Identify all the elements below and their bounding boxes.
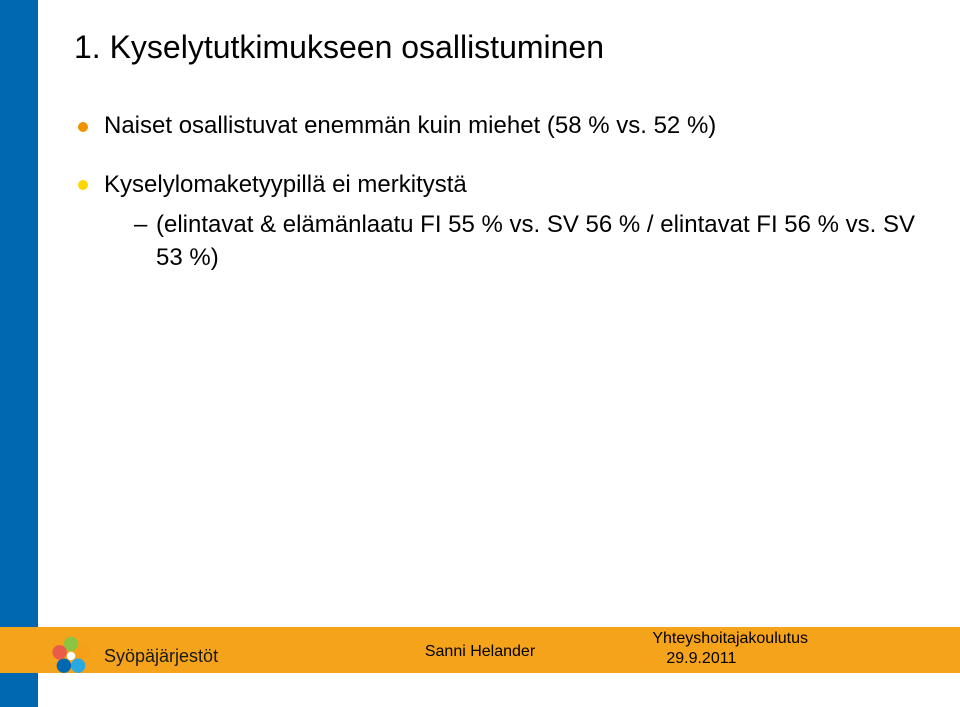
bullet-list: Naiset osallistuvat enemmän kuin miehet … bbox=[74, 110, 920, 274]
footer-center: Sanni Helander bbox=[0, 643, 960, 661]
bullet-item: Naiset osallistuvat enemmän kuin miehet … bbox=[74, 110, 920, 142]
footer-right: Yhteyshoitajakoulutus 29.9.2011 bbox=[652, 629, 808, 669]
bullet-item: Kyselylomaketyypillä ei merkitystä (elin… bbox=[74, 169, 920, 274]
bullet-text: Naiset osallistuvat enemmän kuin miehet … bbox=[104, 112, 716, 139]
footer-event: Yhteyshoitajakoulutus bbox=[652, 629, 808, 649]
bullet-text: Kyselylomaketyypillä ei merkitystä bbox=[104, 171, 467, 198]
slide: 1. Kyselytutkimukseen osallistuminen Nai… bbox=[0, 0, 960, 707]
footer-date: 29.9.2011 bbox=[652, 649, 808, 669]
page-title: 1. Kyselytutkimukseen osallistuminen bbox=[74, 28, 920, 66]
sub-bullet-text: (elintavat & elämänlaatu FI 55 % vs. SV … bbox=[156, 211, 915, 270]
sub-bullet-item: (elintavat & elämänlaatu FI 55 % vs. SV … bbox=[134, 209, 920, 274]
left-stripe bbox=[0, 0, 38, 707]
content-area: 1. Kyselytutkimukseen osallistuminen Nai… bbox=[74, 28, 920, 300]
sub-bullet-list: (elintavat & elämänlaatu FI 55 % vs. SV … bbox=[104, 209, 920, 274]
